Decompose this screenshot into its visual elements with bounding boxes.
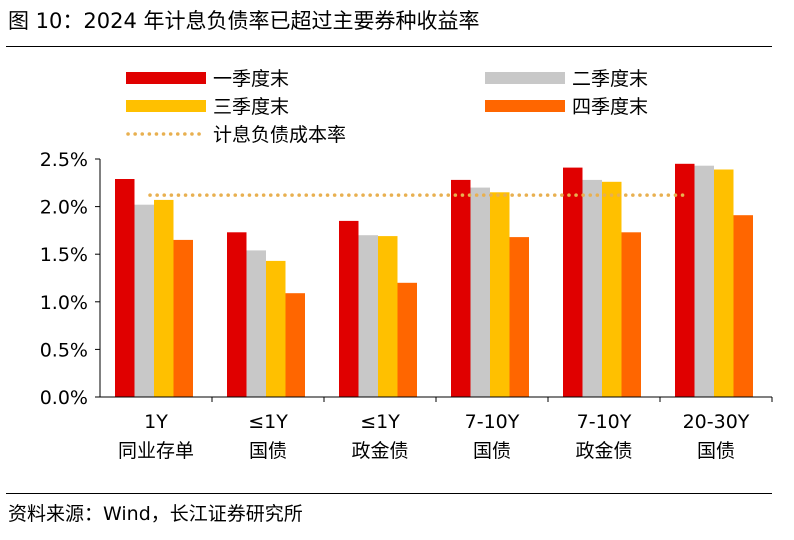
title-rule <box>6 46 772 47</box>
bar-1-6 <box>675 163 695 397</box>
legend-q4-swatch <box>485 100 565 112</box>
category-label-top: ≤1Y <box>360 411 400 433</box>
bar-1-1 <box>115 179 135 397</box>
bar-3-6 <box>714 169 734 397</box>
legend-q3-swatch <box>126 100 206 112</box>
bar-4-2 <box>285 293 305 397</box>
bar-4-5 <box>621 232 641 397</box>
legend-q2-label: 二季度末 <box>572 68 648 90</box>
bar-3-3 <box>378 236 398 397</box>
category-label-bottom: 同业存单 <box>118 440 194 462</box>
category-label-bottom: 国债 <box>249 440 287 462</box>
category-label-bottom: 国债 <box>697 440 735 462</box>
y-tick-label: 2.0% <box>40 197 88 219</box>
source-rule <box>6 493 772 494</box>
figure-title: 图 10：2024 年计息负债率已超过主要券种收益率 <box>8 9 480 33</box>
legend-q1-swatch <box>126 72 206 84</box>
bar-3-2 <box>266 260 286 397</box>
category-label-top: 1Y <box>144 411 168 433</box>
chart-canvas: 0.0% 0.5% 1.0% 1.5% 2.0% 2.5% 1Y 同业存单 ≤1Y 国债 ≤1Y 政金… <box>40 68 773 462</box>
category-label-top: 7-10Y <box>465 411 520 433</box>
category-label-top: ≤1Y <box>248 411 288 433</box>
bar-4-6 <box>733 215 753 397</box>
category-label-bottom: 国债 <box>473 440 511 462</box>
y-tick-label: 1.0% <box>40 292 88 314</box>
bar-4-4 <box>509 237 529 397</box>
category-label-top: 7-10Y <box>577 411 632 433</box>
figure-source: 资料来源：Wind，长江证券研究所 <box>8 503 303 525</box>
legend-q3-label: 三季度末 <box>213 96 289 118</box>
y-tick-label: 1.5% <box>40 244 88 266</box>
bar-2-1 <box>134 204 154 397</box>
legend-q4-label: 四季度末 <box>572 96 648 118</box>
bar-1-2 <box>227 232 247 397</box>
bar-2-6 <box>694 165 714 397</box>
bar-2-3 <box>358 235 378 397</box>
bar-1-4 <box>451 179 471 397</box>
bar-2-5 <box>582 179 602 397</box>
bar-3-4 <box>490 192 510 397</box>
bar-2-2 <box>246 250 266 397</box>
bar-4-1 <box>173 239 193 397</box>
bar-3-5 <box>602 181 622 397</box>
legend-q1-label: 一季度末 <box>213 68 289 90</box>
y-tick-label: 0.0% <box>40 387 88 409</box>
bar-2-4 <box>470 187 490 397</box>
category-label-bottom: 政金债 <box>351 440 408 462</box>
category-label-top: 20-30Y <box>683 411 750 433</box>
bar-4-3 <box>397 282 417 397</box>
y-tick-label: 2.5% <box>40 149 88 171</box>
bar-1-3 <box>339 220 359 397</box>
legend-ref-label: 计息负债成本率 <box>213 124 346 146</box>
bar-3-1 <box>154 199 174 397</box>
category-label-bottom: 政金债 <box>575 440 632 462</box>
legend-q2-swatch <box>485 72 565 84</box>
bar-1-5 <box>563 167 583 397</box>
y-tick-label: 0.5% <box>40 339 88 361</box>
